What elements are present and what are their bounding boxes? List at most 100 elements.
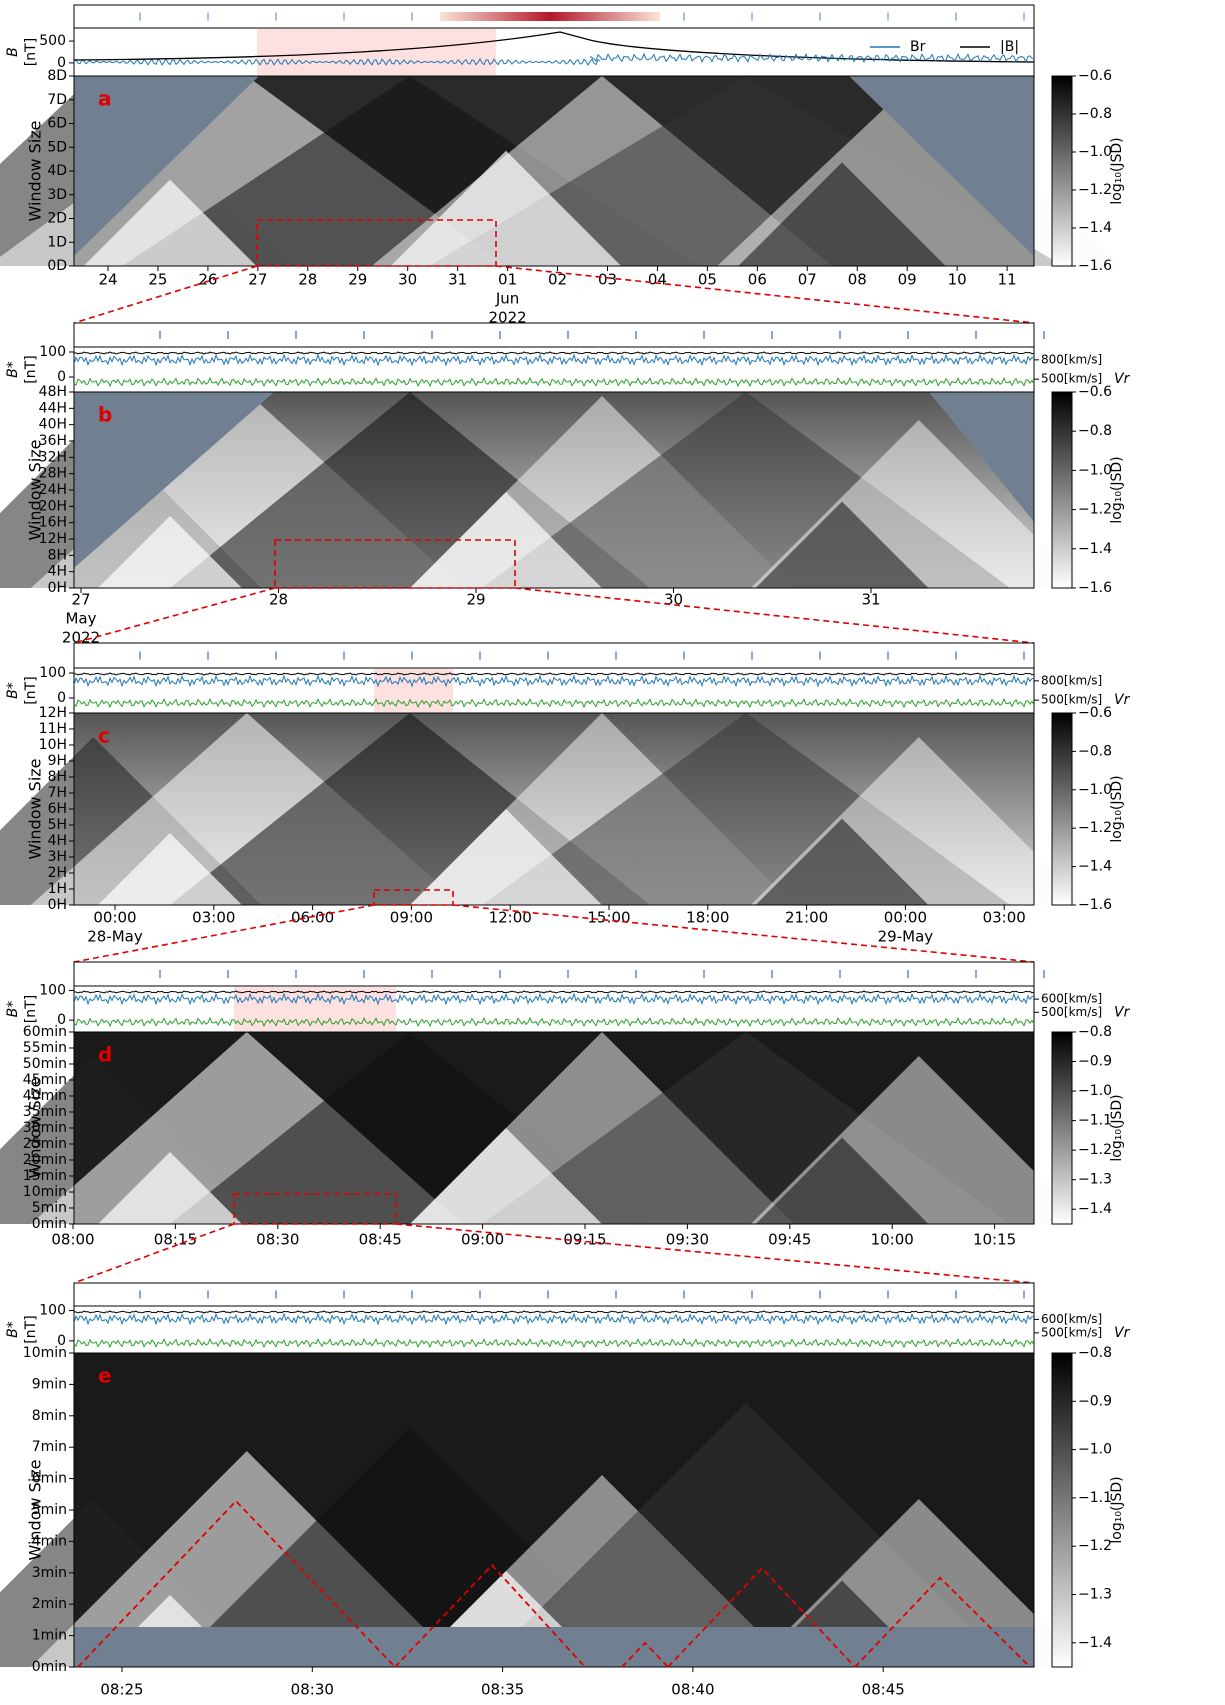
ytick-label: 7D (47, 92, 67, 108)
xtick-label: 08:35 (481, 1681, 524, 1699)
colorbar-tick-label: −0.8 (1078, 423, 1112, 439)
ytick-label: 5min (32, 1200, 67, 1216)
xtick-label: 28 (269, 591, 288, 609)
ytick-label: 5D (47, 139, 67, 155)
trace-y2tick-label: 800[km/s] (1041, 352, 1102, 366)
heatmap-patch (98, 1152, 242, 1224)
ytick-label: 24H (39, 482, 67, 498)
xtick-label: 10:15 (973, 1231, 1016, 1249)
ytick-label: 4H (48, 833, 67, 849)
ytick-label: 55min (23, 1040, 67, 1056)
trace-b (73, 672, 1035, 676)
zoom-connector (395, 1223, 1035, 1284)
xtick-label: 09:00 (390, 909, 433, 927)
colorbar-label: log₁₀(JSD) (1109, 1476, 1125, 1543)
trace-ylabel: B* [nT] (5, 355, 39, 383)
trace-panel (73, 346, 1035, 393)
ytick-label: 20min (23, 1152, 67, 1168)
xtick-label: 29 (348, 271, 367, 289)
ytick-label: 3min (32, 1565, 67, 1581)
trace-panel (73, 1305, 1035, 1354)
colorbar-tick-label: −1.2 (1078, 1142, 1112, 1158)
ytick-label: 40min (23, 1088, 67, 1104)
marker-strip (73, 642, 1035, 669)
ytick-label: 50min (23, 1056, 67, 1072)
xtick-label: 01 (498, 271, 517, 289)
trace-y2tick-label: 800[km/s] (1041, 673, 1102, 687)
xtick-label: 09 (898, 271, 917, 289)
ytick-label: 1H (48, 881, 67, 897)
xtick-label: 27 (71, 591, 90, 609)
ytick-label: 10min (23, 1184, 67, 1200)
panel-label: d (98, 1043, 112, 1067)
colorbar-label: log₁₀(JSD) (1109, 456, 1125, 523)
trace-vr (73, 1337, 1035, 1349)
ytick-label: 7H (48, 785, 67, 801)
ytick-label: 10H (39, 737, 67, 753)
xtick-label: 09:00 (461, 1231, 504, 1249)
ytick-label: 20H (39, 498, 67, 514)
trace-panel (73, 667, 1035, 714)
trace-ytick-label: 100 (39, 1303, 66, 1319)
trace-vr (73, 1016, 1035, 1028)
ytick-label: 11H (39, 721, 67, 737)
heatmap-patch (755, 501, 929, 588)
marker-strip (73, 1282, 1035, 1307)
xtick-label: 21:00 (785, 909, 828, 927)
ytick-label: 40H (39, 417, 67, 433)
trace-ylabel: B* [nT] (5, 1315, 39, 1343)
ytick-label: 48H (39, 384, 67, 400)
zoom-box (373, 889, 454, 906)
trace-y2label: Vr (1114, 1004, 1131, 1020)
ytick-label: 25min (23, 1136, 67, 1152)
zoom-box (274, 539, 516, 589)
heatmap (0, 713, 1087, 905)
ylabel: Window Size (26, 439, 45, 540)
ytick-label: 45min (23, 1072, 67, 1088)
ytick-label: 0min (32, 1659, 67, 1675)
ytick-label: 9min (32, 1376, 67, 1392)
xtick-label: 24 (98, 271, 117, 289)
colorbar (1051, 75, 1073, 267)
xtick-label: 26 (198, 271, 217, 289)
ylabel: Window Size (26, 120, 45, 221)
marker-strip (73, 961, 1035, 987)
heatmap-patch (410, 1128, 602, 1224)
colorbar-tick-label: −1.1 (1078, 1113, 1112, 1129)
xtick-label: 07 (798, 271, 817, 289)
ytick-label: 7min (32, 1439, 67, 1455)
trace-y2label: Vr (1114, 371, 1131, 387)
legend-label: Br (910, 39, 926, 55)
ytick-label: 15min (23, 1168, 67, 1184)
colorbar (1051, 391, 1073, 589)
xtick-label: 03:00 (192, 909, 235, 927)
trace-ylabel-line: B* (5, 1321, 21, 1338)
trace-y2tick-label: 500[km/s] (1041, 1325, 1102, 1339)
trace-b (73, 351, 1035, 355)
no-data (74, 392, 274, 568)
xtick-label: 25 (148, 271, 167, 289)
trace-panel (73, 27, 1035, 77)
ytick-label: 0H (48, 897, 67, 913)
xtick-label: 27 (248, 271, 267, 289)
zoom-box (256, 219, 497, 267)
colorbar-tick-label: −1.4 (1078, 859, 1112, 875)
heatmap-patch (390, 150, 622, 266)
xtick-label: 11 (998, 271, 1017, 289)
heatmap-patch (98, 833, 242, 905)
xtick-label: 00:00 (93, 909, 136, 927)
ytick-label: 1min (32, 1628, 67, 1644)
heatmap-patch (98, 516, 242, 588)
ytick-label: 4min (32, 1533, 67, 1549)
colorbar-tick-label: −1.0 (1078, 144, 1112, 160)
ylabel: Window Size (26, 758, 45, 859)
xtick-label: 09:45 (768, 1231, 811, 1249)
colorbar-tick-label: −0.9 (1078, 1054, 1112, 1070)
colorbar-tick-label: −1.0 (1078, 462, 1112, 478)
ytick-label: 8D (47, 68, 67, 84)
event-outline (621, 1641, 669, 1668)
ytick-label: 2D (47, 211, 67, 227)
ytick-label: 9H (48, 753, 67, 769)
colorbar-tick-label: −0.8 (1078, 1345, 1112, 1361)
heatmap-patch (738, 162, 946, 266)
